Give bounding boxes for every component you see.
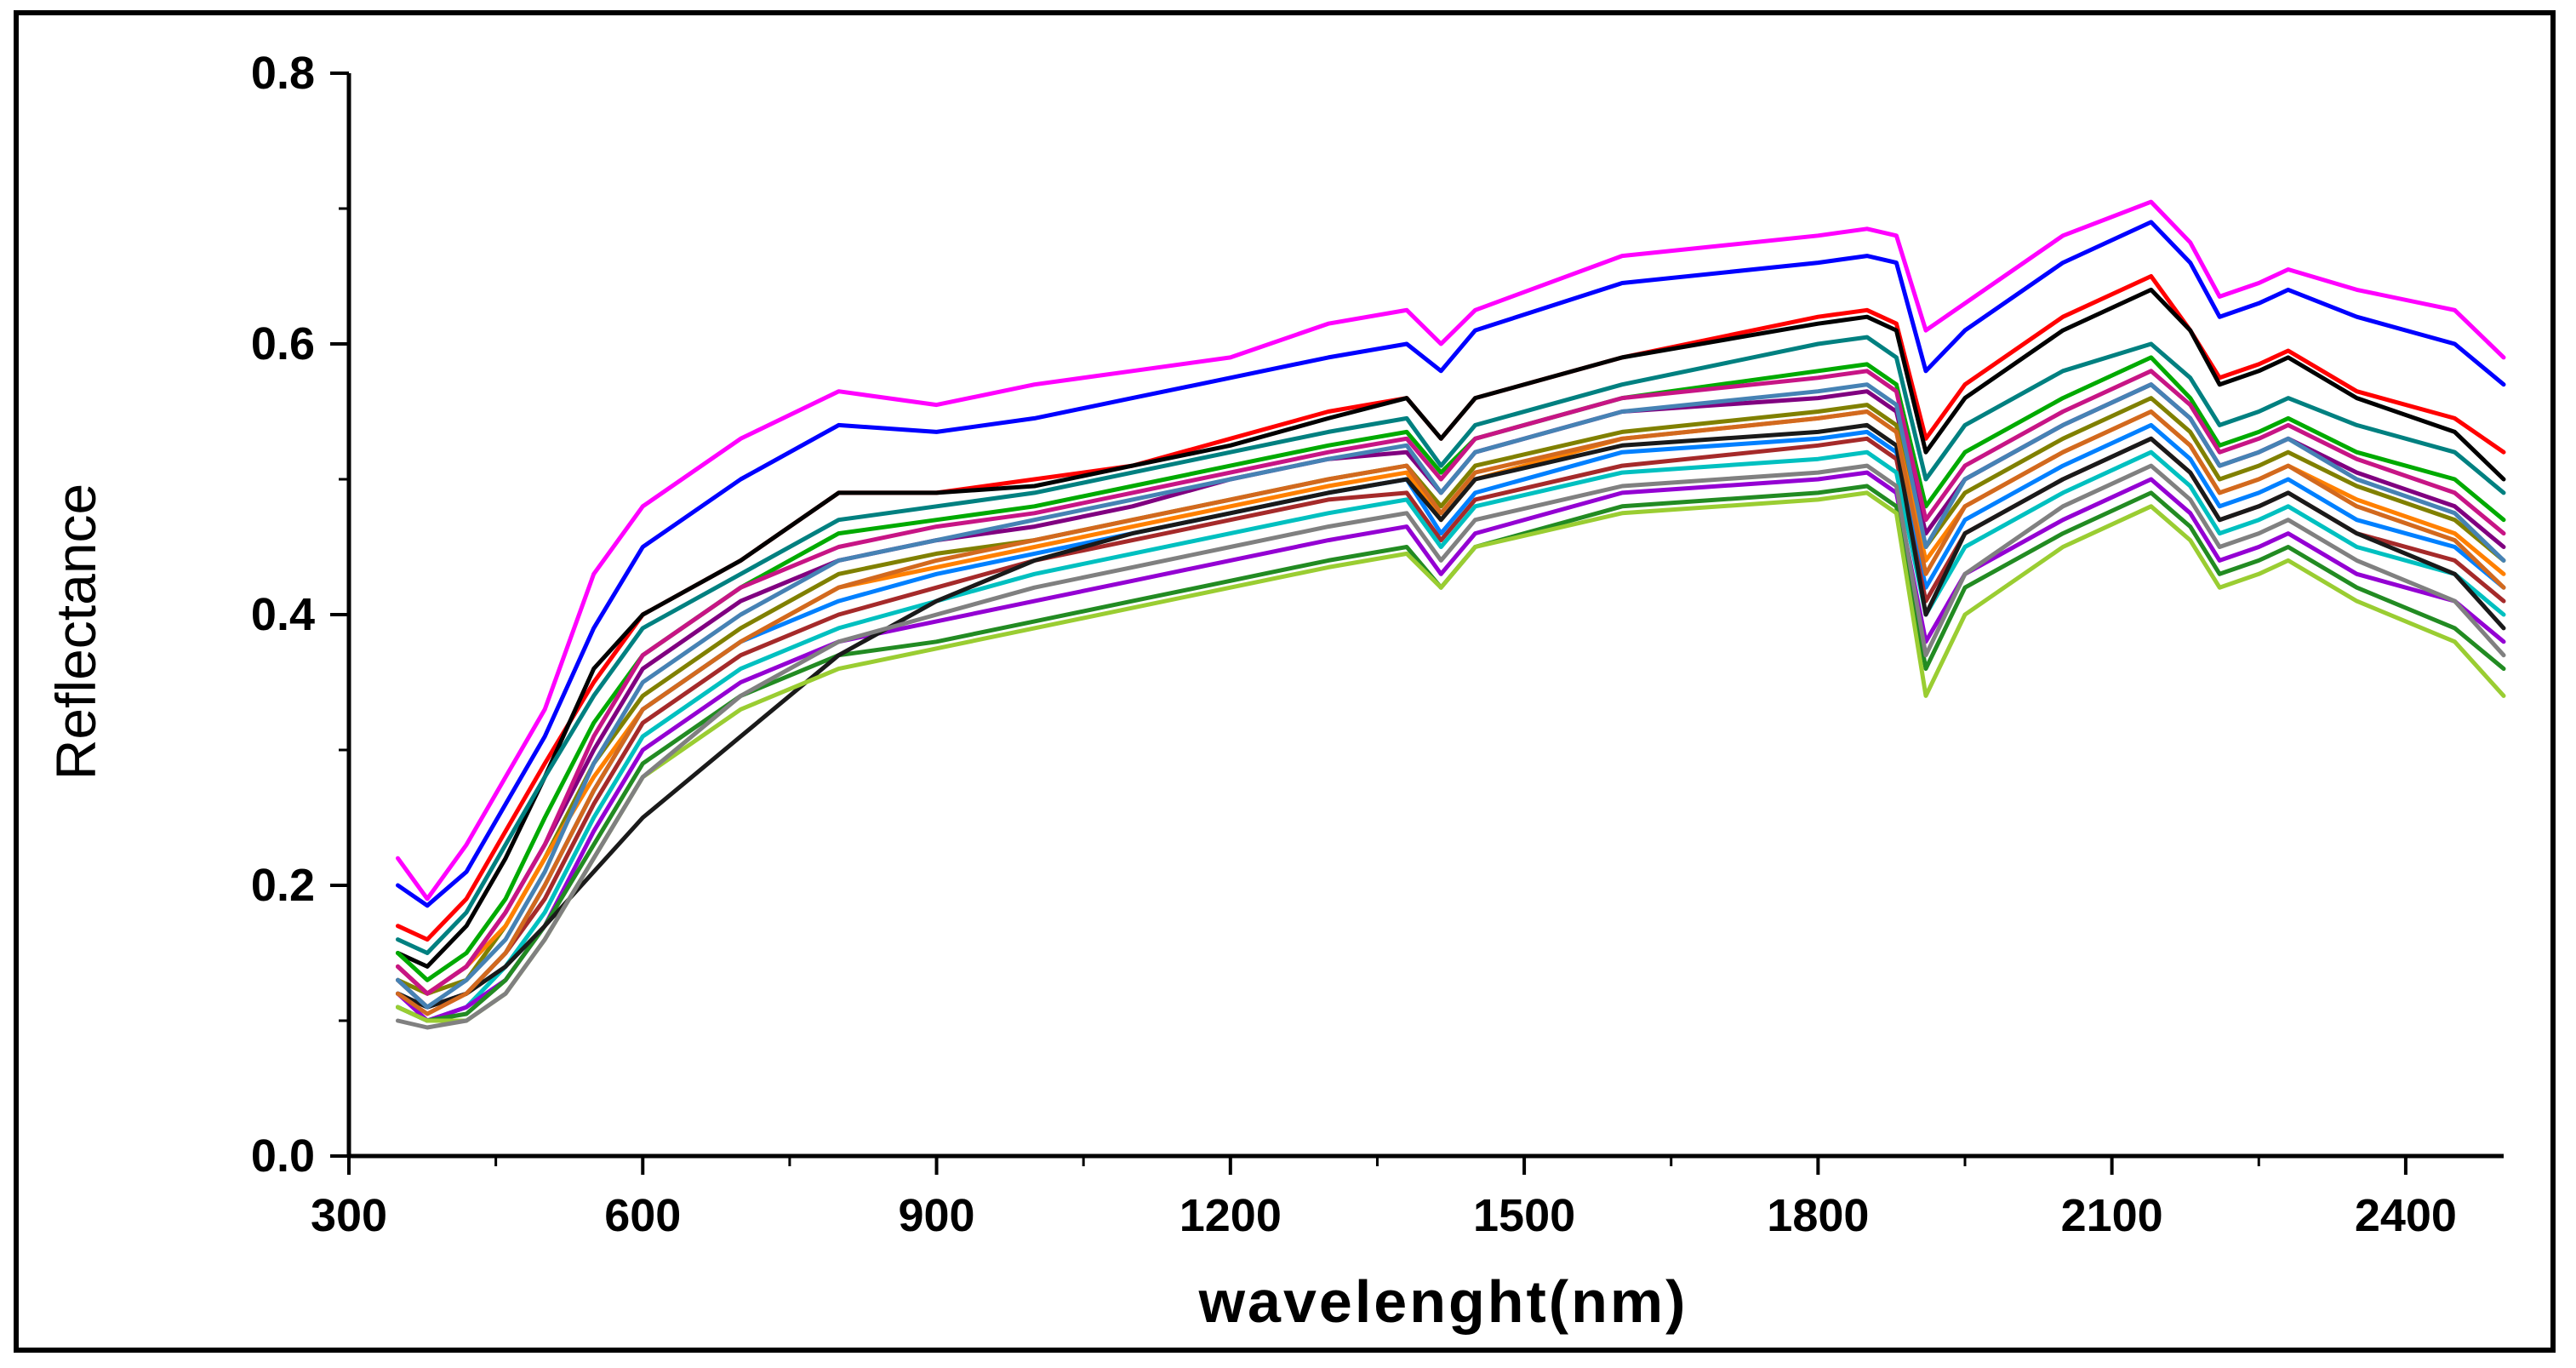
spectrum-line-8 [396,396,2506,996]
x-tick-label: 900 [898,1190,974,1241]
y-tick-label: 0.4 [251,589,315,640]
x-tick-label: 600 [604,1190,681,1241]
spectrum-line-4 [396,287,2506,969]
series-layer [396,199,2506,1030]
spectrum-line-6 [396,355,2506,982]
y-tick-label: 0.8 [251,48,315,99]
y-tick-label: 0.2 [251,860,315,911]
x-tick-label: 2400 [2355,1190,2457,1241]
spectrum-line-17 [396,463,2506,1030]
spectrum-line-2 [396,220,2506,908]
x-axis-title: wavelenght(nm) [1198,1268,1688,1335]
spectrum-line-1 [396,199,2506,902]
x-tick-label: 1500 [1473,1190,1575,1241]
x-tick-label: 1200 [1179,1190,1282,1241]
y-tick-label: 0.0 [251,1130,315,1182]
spectrum-line-12 [396,449,2506,1023]
ticks: 300 600 900 1200 1500 1800 2100 2400 0.0 0.2 0.4 0.… [251,48,2457,1241]
spectrum-line-14 [396,484,2506,1023]
spectrum-line-13 [396,470,2506,1023]
chart-frame [14,10,2556,1353]
spectrum-line-18 [396,369,2506,996]
spectrum-line-5 [396,335,2506,955]
spectrum-line-19 [396,382,2506,1010]
axes [346,73,2504,1159]
spectrum-line-20 [396,409,2506,1016]
x-tick-label: 1800 [1767,1190,1869,1241]
spectrum-line-15 [396,422,2506,1010]
y-axis-title: Reflectance [44,484,107,781]
x-tick-label: 300 [311,1190,387,1241]
y-tick-label: 0.6 [251,318,315,369]
x-tick-label: 2100 [2061,1190,2163,1241]
